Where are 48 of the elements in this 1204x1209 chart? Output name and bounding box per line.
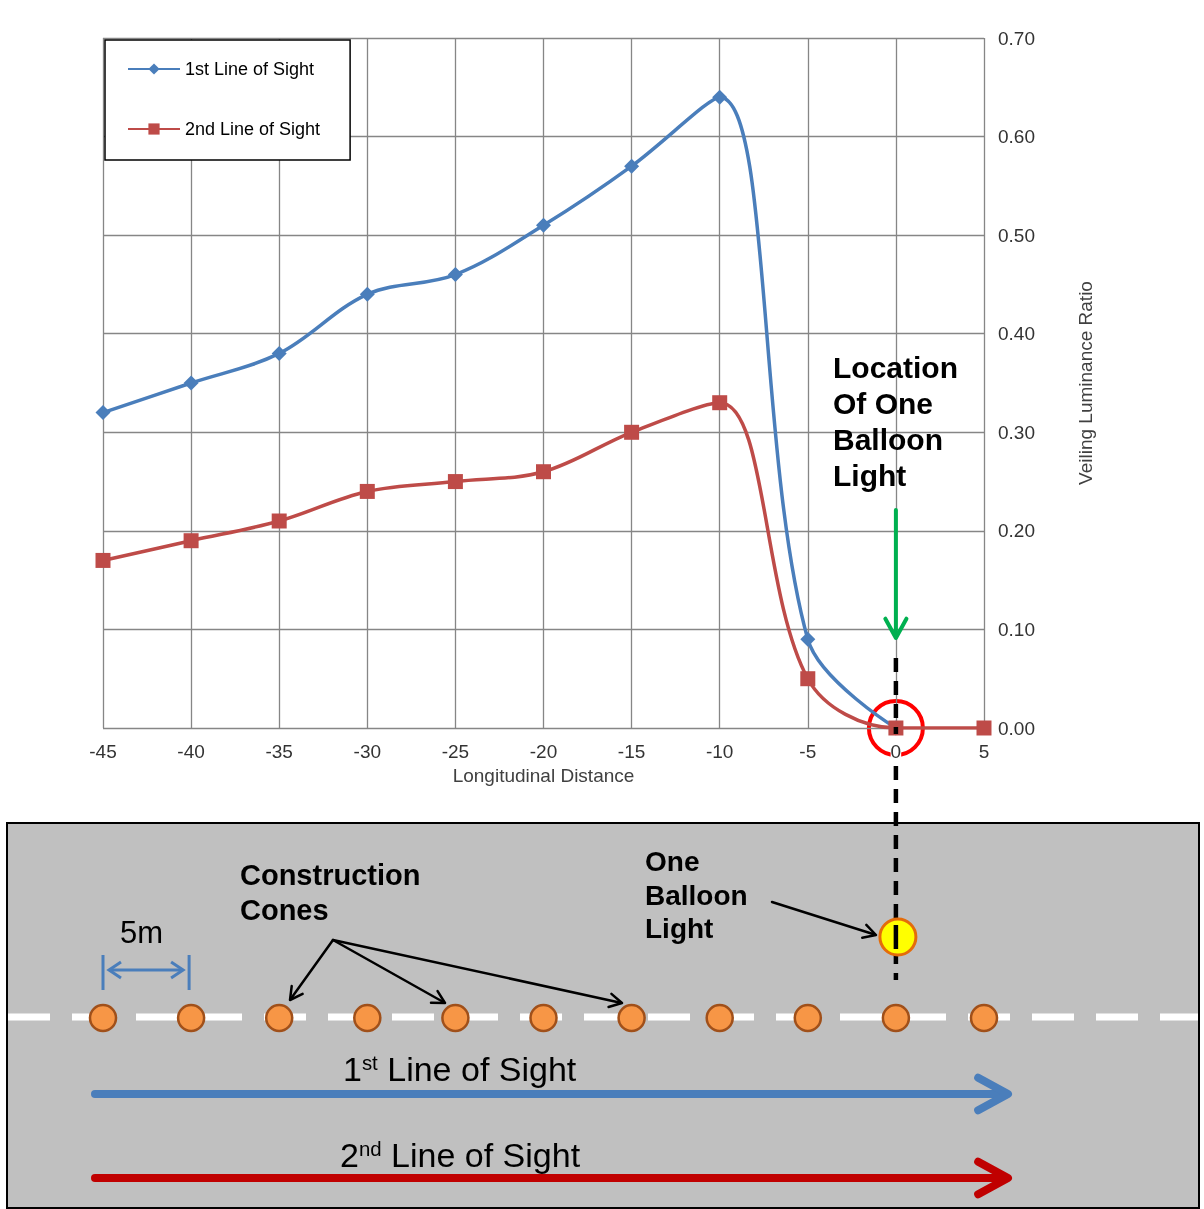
x-tick-label: -40 [177,741,205,762]
y-tick-label: 0.40 [998,323,1035,345]
point [976,720,992,736]
legend-label: 2nd Line of Sight [185,119,321,139]
y-tick-label: 0.60 [998,126,1035,148]
point [712,395,728,411]
y-tick-label: 0.70 [998,27,1035,49]
x-tick-label: 0 [890,741,902,762]
legend-label: 1st Line of Sight [185,59,315,79]
point [447,267,463,283]
x-axis-title: Longitudinal Distance [452,765,635,786]
point [271,513,287,529]
text: One Balloon Light [645,845,749,946]
x-tick-label: -45 [89,741,117,762]
point [624,158,640,174]
x-tick-label: -30 [353,741,382,762]
y-tick-label: 0.50 [998,224,1035,246]
y-tick-label: 0.30 [998,421,1035,443]
point [359,483,375,499]
point [624,424,640,440]
text: Construction Cones [240,858,422,928]
point [359,286,375,302]
x-tick-label: -20 [529,741,558,762]
annotation: Location Of One Balloon Light [833,350,959,494]
x-tick-label: -25 [441,741,470,762]
point [95,552,111,568]
point [183,375,199,391]
text: 2$^{nd}$ Line of Sight [340,1135,582,1176]
x-tick-label: -10 [705,741,734,762]
point [712,89,728,105]
y-tick-label: 0.10 [998,618,1035,640]
point [447,474,463,490]
y-tick-label: 0.20 [998,520,1035,542]
point [536,217,551,233]
y-axis-title: Veiling Luminance Ratio [1075,281,1096,485]
x-tick-label: -35 [265,741,293,762]
point [183,533,199,549]
text: 1$^{st}$ Line of Sight [343,1049,578,1090]
point [800,631,816,647]
x-tick-label: 5 [978,741,990,762]
x-tick-label: -15 [617,741,646,762]
y-tick-label: 0.00 [998,717,1035,739]
point [271,345,287,361]
point [536,464,551,480]
text: 5m [120,914,165,952]
x-tick-label: -5 [799,741,817,762]
point [95,405,111,421]
point [800,671,816,687]
